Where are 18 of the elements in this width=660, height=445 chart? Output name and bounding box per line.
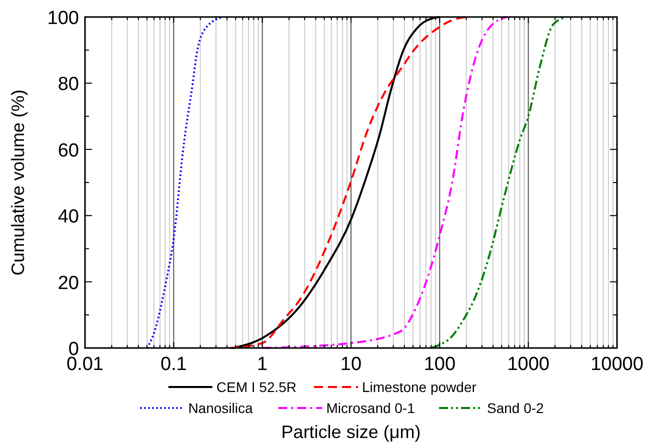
legend-label: Microsand 0-1 xyxy=(326,400,416,416)
y-tick-label: 20 xyxy=(58,272,79,294)
x-tick-label: 10000 xyxy=(590,354,644,375)
x-tick-label: 0.1 xyxy=(160,354,187,375)
y-tick-label: 80 xyxy=(58,74,79,96)
legend-label: CEM I 52.5R xyxy=(216,379,297,395)
y-axis-title: Cumulative volume (%) xyxy=(8,89,28,276)
legend-label: Limestone powder xyxy=(362,379,477,395)
x-tick-label: 100 xyxy=(424,354,456,375)
legend-label: Nanosilica xyxy=(188,400,253,416)
x-tick-label: 1000 xyxy=(507,354,550,375)
y-tick-label: 40 xyxy=(58,206,79,228)
y-tick-label: 60 xyxy=(58,140,79,162)
y-tick-label: 100 xyxy=(47,8,79,29)
x-tick-label: 10 xyxy=(340,354,362,375)
x-axis-title: Particle size (μm) xyxy=(281,422,421,442)
x-tick-label: 1 xyxy=(257,354,268,375)
legend-label: Sand 0-2 xyxy=(487,400,544,416)
